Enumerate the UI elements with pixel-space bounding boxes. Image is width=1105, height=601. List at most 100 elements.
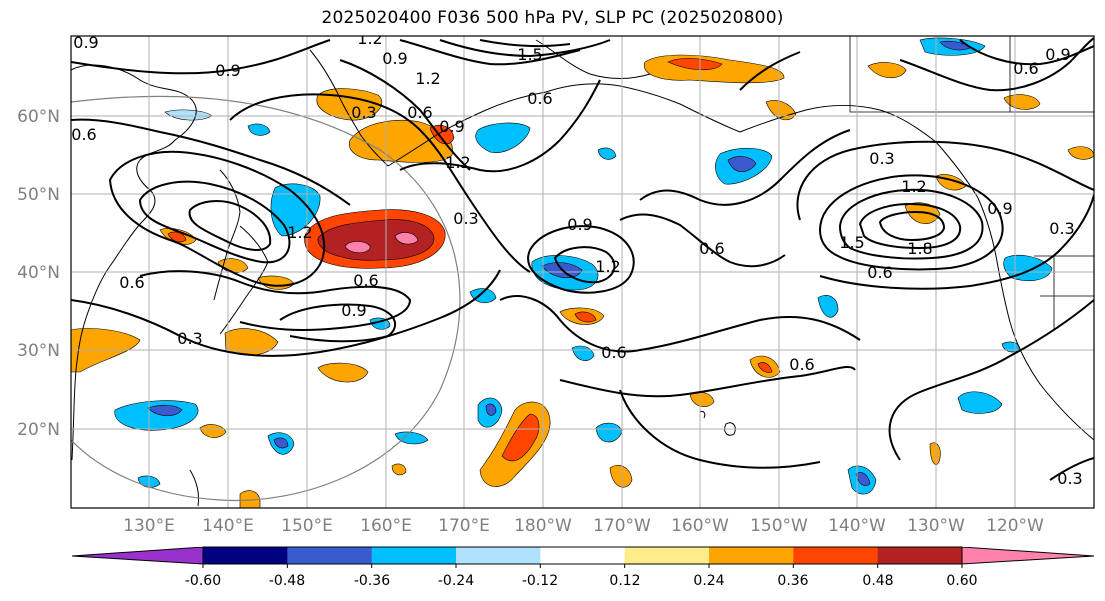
north-america-coastline <box>935 141 1094 441</box>
contour-label: 1.5 <box>517 45 542 64</box>
positive-anomaly-patch <box>1003 94 1041 110</box>
colorbar: -0.60 -0.48 -0.36 -0.24 -0.12 0.12 0.24 … <box>71 546 1095 589</box>
contour-label: 1.5 <box>839 233 864 252</box>
hawaii-island <box>699 411 706 419</box>
contour-label: 0.9 <box>341 301 366 320</box>
lon-label: 130°E <box>123 516 175 536</box>
slp-contour <box>899 37 1094 92</box>
slp-contour <box>838 188 984 260</box>
slp-contour <box>479 39 571 48</box>
contour-label: 0.6 <box>119 273 144 292</box>
slp-contour <box>71 118 351 206</box>
positive-anomaly-patch <box>867 62 907 79</box>
positive-anomaly-patch <box>391 463 407 476</box>
contour-labels: 0.9 1.2 1.5 0.9 0.6 1.2 0.3 0.6 0.9 1.2 … <box>71 29 1082 488</box>
contour-label: 0.9 <box>215 61 240 80</box>
colorbar-tick-label: 0.24 <box>693 573 724 589</box>
positive-anomaly-patch <box>239 490 261 508</box>
lon-label: 150°W <box>750 516 808 536</box>
contour-label: 0.6 <box>353 271 378 290</box>
colorbar-tick-label: 0.60 <box>946 573 977 589</box>
contour-label: 0.9 <box>987 199 1012 218</box>
positive-anomaly-patch <box>667 58 723 71</box>
map-frame <box>70 35 1095 509</box>
us-state-borders <box>1034 255 1094 330</box>
slp-contour <box>559 366 856 398</box>
slp-contour <box>1049 457 1094 481</box>
negative-anomaly-patch <box>147 404 183 417</box>
lat-label: 50°N <box>17 185 60 205</box>
slp-contour <box>959 39 1094 66</box>
positive-anomaly-patch <box>349 120 453 163</box>
slp-contour <box>71 39 331 75</box>
slp-contour <box>339 59 471 171</box>
contour-label: 0.9 <box>1045 45 1070 64</box>
contour-label: 0.6 <box>867 263 892 282</box>
contour-label: 0.3 <box>869 149 894 168</box>
alaska-coastline <box>739 105 937 143</box>
contour-label: 0.6 <box>1013 59 1038 78</box>
colorbar-extend-high <box>962 547 1094 564</box>
philippines-coastline <box>189 469 199 507</box>
slp-contour <box>819 194 1094 290</box>
slp-contour <box>139 270 412 331</box>
lon-label: 180°W <box>514 516 572 536</box>
positive-anomaly-patch <box>199 424 227 438</box>
negative-anomaly-patch <box>485 403 497 416</box>
slp-contour <box>888 299 1094 461</box>
map-title: 2025020400 F036 500 hPa PV, SLP PC (2025… <box>321 8 784 28</box>
contour-label: 0.9 <box>567 215 592 234</box>
positive-anomaly-patch <box>929 442 941 465</box>
colorbar-tick-label: -0.12 <box>522 573 558 589</box>
contour-label: 1.2 <box>415 69 440 88</box>
positive-anomaly-patch <box>167 231 187 243</box>
lon-label: 160°E <box>360 516 412 536</box>
negative-anomaly-patch <box>1003 255 1053 281</box>
distance-ring <box>71 95 461 502</box>
slp-contour <box>229 93 531 273</box>
slp-contour <box>858 202 962 250</box>
contour-label: 0.6 <box>601 343 626 362</box>
negative-anomaly-patch <box>597 147 617 160</box>
positive-anomaly-patch <box>757 362 773 373</box>
slp-contour <box>279 303 397 343</box>
lon-label: 170°E <box>438 516 490 536</box>
contour-label: 0.6 <box>71 125 96 144</box>
lon-label: 150°E <box>281 516 333 536</box>
kamchatka-coastline <box>309 49 389 167</box>
slp-contour <box>739 51 801 91</box>
contour-label: 1.2 <box>445 153 470 172</box>
positive-anomaly-patch <box>574 311 597 323</box>
slp-contour <box>399 79 601 173</box>
negative-anomaly-patch <box>855 472 871 486</box>
negative-anomaly-patch <box>247 123 271 136</box>
positive-anomaly-patch <box>394 232 419 245</box>
negative-anomaly-patch <box>957 391 1003 414</box>
lat-label: 20°N <box>17 420 60 440</box>
contour-label: 1.2 <box>357 29 382 48</box>
contour-label: 0.9 <box>439 117 464 136</box>
hawaii-island <box>724 422 736 436</box>
negative-anomaly-patch <box>394 431 429 445</box>
coastlines <box>71 36 1094 507</box>
colorbar-tick-label: -0.24 <box>438 573 474 589</box>
lon-label: 140°E <box>202 516 254 536</box>
contour-label: 0.9 <box>382 49 407 68</box>
slp-contour <box>619 389 821 469</box>
slp-contour <box>138 180 291 264</box>
slp-contour <box>499 295 861 353</box>
colorbar-outline <box>71 546 1095 565</box>
slp-contour <box>188 200 272 251</box>
positive-anomaly-patch <box>344 241 371 254</box>
positive-anomaly-patch <box>609 465 633 488</box>
colorbar-extend-low <box>72 547 203 564</box>
colorbar-segment <box>793 547 879 564</box>
slp-contour <box>71 269 501 357</box>
slp-contour <box>527 225 635 294</box>
negative-anomaly-patch <box>817 295 839 318</box>
positive-anomaly-patch <box>316 88 383 121</box>
arctic-coastline <box>535 39 651 79</box>
contour-label: 0.6 <box>699 239 724 258</box>
canada-border <box>849 36 1094 113</box>
